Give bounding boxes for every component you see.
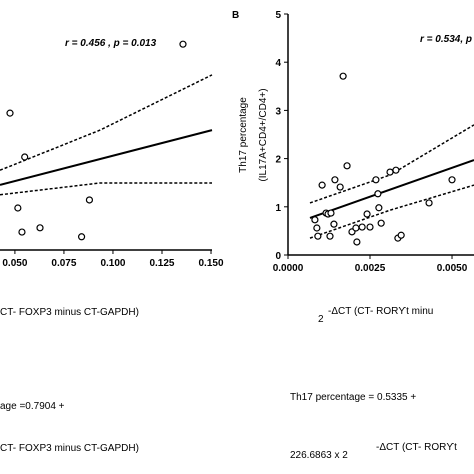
point	[425, 199, 433, 207]
point	[336, 183, 344, 191]
point	[77, 233, 86, 241]
point	[18, 228, 26, 236]
point	[14, 204, 22, 212]
confidence-band	[0, 182, 212, 196]
point	[397, 231, 405, 239]
annotation: r = 0.534, p	[420, 34, 472, 45]
point	[313, 224, 321, 232]
point	[318, 181, 326, 189]
regression-line	[0, 129, 213, 186]
point	[6, 109, 14, 117]
point	[448, 176, 456, 184]
equation-sup: -ΔCT (CT- RORϒt	[376, 442, 457, 453]
x-tick-label: 0.075	[51, 258, 76, 269]
confidence-band	[0, 74, 213, 171]
x-axis-label: 2	[318, 314, 324, 325]
equation: age =0.7904 +	[0, 401, 65, 412]
x-tick-label: 0.050	[2, 258, 27, 269]
point	[353, 238, 361, 246]
equation: CT- FOXP3 minus CT-GAPDH)	[0, 443, 139, 454]
point	[377, 219, 385, 227]
y-tick-label: 3	[275, 106, 281, 117]
y-tick-label: 4	[275, 58, 281, 69]
point	[330, 220, 338, 228]
y-tick-label: 1	[275, 203, 281, 214]
point	[327, 209, 335, 217]
y-axis-label: (IL17A+CD4+/CD4+)	[258, 88, 269, 181]
x-axis-label-sup: -ΔCT (CT- RORϒt minu	[328, 306, 433, 317]
point	[374, 190, 382, 198]
x-tick-label: 0.0025	[355, 263, 386, 274]
equation: Th17 percentage = 0.5335 +	[290, 392, 416, 403]
point	[343, 162, 351, 170]
point	[352, 224, 360, 232]
x-axis-label: CT- FOXP3 minus CT-GAPDH)	[0, 307, 139, 318]
x-tick-label: 0.100	[100, 258, 125, 269]
x-tick-label: 0.0050	[437, 263, 468, 274]
regression-line	[309, 159, 474, 219]
y-tick-label: 0	[275, 251, 281, 262]
point	[386, 168, 394, 176]
point	[363, 210, 371, 218]
x-tick-label: 0.0000	[273, 263, 304, 274]
confidence-band	[309, 124, 474, 204]
point	[375, 204, 383, 212]
point	[314, 232, 322, 240]
point	[358, 223, 366, 231]
point	[339, 72, 347, 80]
y-tick-label: 2	[275, 155, 281, 166]
point	[366, 223, 374, 231]
point	[36, 224, 44, 232]
point	[372, 176, 380, 184]
panel-label: B	[232, 10, 239, 21]
x-tick-label: 0.125	[149, 258, 174, 269]
y-tick-label: 5	[275, 10, 281, 21]
point	[21, 153, 29, 161]
annotation: r = 0.456 , p = 0.013	[65, 38, 157, 49]
point	[179, 40, 187, 48]
equation: 226.6863 x 2	[290, 450, 348, 461]
x-tick-label: 0.150	[199, 258, 224, 269]
confidence-band	[309, 184, 474, 239]
point	[311, 216, 319, 224]
point	[85, 196, 94, 204]
point	[326, 232, 334, 240]
y-axis-label: Th17 percentage	[238, 97, 249, 173]
point	[392, 166, 400, 174]
point	[331, 176, 339, 184]
